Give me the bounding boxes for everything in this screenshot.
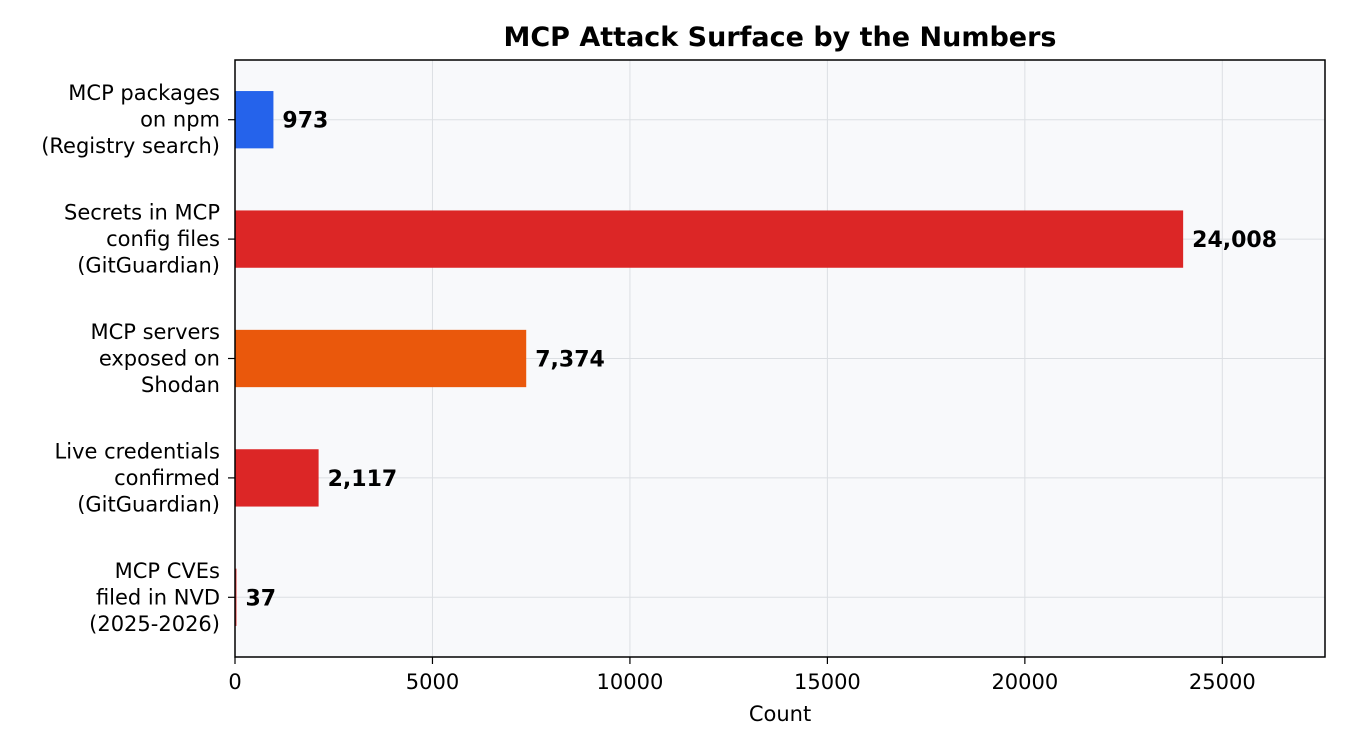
x-tick-label: 0 — [228, 670, 241, 694]
category-label-line: exposed on — [99, 347, 220, 371]
bar — [235, 210, 1184, 268]
category-label-line: MCP packages — [68, 81, 220, 105]
category-label-line: on npm — [140, 108, 220, 132]
category-label-line: Shodan — [141, 373, 220, 397]
category-label-line: (GitGuardian) — [77, 492, 220, 516]
category-label-line: Live credentials — [55, 439, 220, 463]
chart-title: MCP Attack Surface by the Numbers — [504, 22, 1057, 53]
y-category-label: Secrets in MCP config files (GitGuardian) — [64, 201, 220, 278]
y-axis-category-labels: MCP packages on npm (Registry search) Secre… — [41, 81, 235, 636]
value-labels: 973 24,008 7,374 2,117 37 — [245, 109, 1277, 612]
category-label-line: (2025-2026) — [89, 612, 220, 636]
category-label-line: (GitGuardian) — [77, 254, 220, 278]
bar-value-label: 24,008 — [1192, 228, 1277, 253]
bar-value-label: 2,117 — [328, 467, 398, 492]
y-category-label: MCP CVEs filed in NVD (2025-2026) — [89, 559, 220, 636]
category-label-line: filed in NVD — [96, 585, 220, 609]
x-tick-label: 25000 — [1189, 670, 1256, 694]
bar — [235, 329, 527, 388]
category-label-line: confirmed — [114, 466, 220, 490]
x-tick-label: 20000 — [991, 670, 1058, 694]
category-label-line: Secrets in MCP — [64, 201, 220, 225]
bar-value-label: 7,374 — [535, 348, 605, 373]
bars — [235, 91, 1184, 626]
x-axis-ticks: 0 5000 10000 15000 20000 25000 — [228, 657, 1256, 694]
bar — [235, 91, 274, 149]
bar-value-label: 973 — [282, 109, 328, 134]
bar — [235, 449, 319, 507]
category-label-line: config files — [106, 227, 220, 251]
y-category-label: Live credentials confirmed (GitGuardian) — [55, 439, 220, 516]
bar-value-label: 37 — [245, 586, 276, 611]
y-category-label: MCP packages on npm (Registry search) — [41, 81, 220, 158]
category-label-line: MCP servers — [90, 320, 220, 344]
category-label-line: (Registry search) — [41, 134, 220, 158]
category-label-line: MCP CVEs — [115, 559, 220, 583]
y-category-label: MCP servers exposed on Shodan — [90, 320, 220, 397]
x-tick-label: 10000 — [597, 670, 664, 694]
x-tick-label: 15000 — [794, 670, 861, 694]
x-axis-label: Count — [749, 702, 811, 726]
x-tick-label: 5000 — [406, 670, 459, 694]
